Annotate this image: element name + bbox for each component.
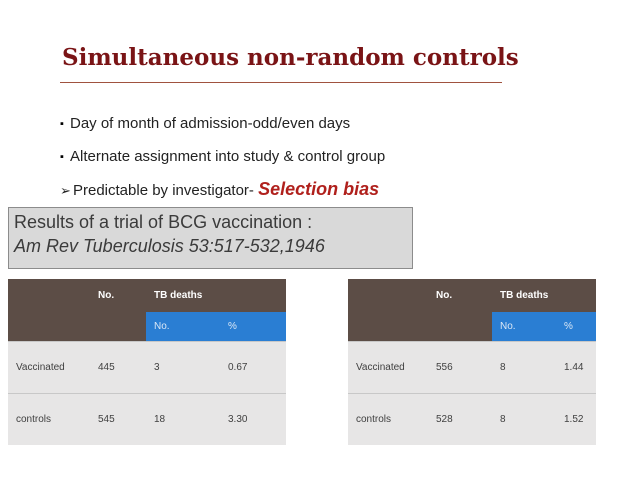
header-tb-deaths: TB deaths: [492, 279, 556, 312]
header-tb-deaths: TB deaths: [146, 279, 220, 312]
selection-bias-emphasis: Selection bias: [258, 179, 380, 199]
row-no: 528: [428, 393, 492, 445]
bcg-table-right: No. TB deaths No. % Vaccinated 556 8 1.4…: [348, 279, 596, 445]
bcg-table-left: No. TB deaths No. % Vaccinated 445 3 0.6…: [8, 279, 286, 445]
bullet-text: Predictable by investigator-: [73, 182, 259, 199]
row-deaths: 3: [146, 341, 220, 394]
table-row: controls 528 8 1.52: [348, 393, 596, 445]
row-no: 445: [90, 341, 146, 394]
subheader-percent: %: [556, 312, 596, 342]
row-percent: 1.44: [556, 341, 596, 394]
bullet-item: ▪ Alternate assignment into study & contr…: [60, 148, 385, 165]
row-deaths: 8: [492, 341, 556, 394]
subheader-cell: [348, 312, 428, 342]
subheader-cell: [90, 312, 146, 342]
row-no: 556: [428, 341, 492, 394]
row-percent: 3.30: [220, 393, 286, 445]
bullet-item: ➢ Predictable by investigator- Selection …: [60, 179, 379, 200]
results-box: Results of a trial of BCG vaccination : …: [8, 207, 413, 269]
row-label: controls: [348, 393, 428, 445]
row-label: Vaccinated: [348, 341, 428, 394]
subheader-cell: [428, 312, 492, 342]
title-underline: [60, 82, 502, 83]
bullet-square-icon: ▪: [60, 118, 64, 130]
bullet-item: ▪ Day of month of admission-odd/even days: [60, 115, 350, 132]
subheader-no: No.: [146, 312, 220, 342]
row-no: 545: [90, 393, 146, 445]
header-cell: [8, 279, 90, 312]
subheader-cell: [8, 312, 90, 342]
header-cell: [556, 279, 596, 312]
table-row: Vaccinated 556 8 1.44: [348, 341, 596, 394]
row-label: Vaccinated: [8, 341, 90, 394]
row-deaths: 18: [146, 393, 220, 445]
arrow-bullet-icon: ➢: [60, 183, 71, 198]
header-cell: [220, 279, 286, 312]
table-row: controls 545 18 3.30: [8, 393, 286, 445]
header-no: No.: [90, 279, 146, 312]
subheader-no: No.: [492, 312, 556, 342]
results-citation: Am Rev Tuberculosis 53:517-532,1946: [14, 236, 325, 256]
slide-title: Simultaneous non-random controls: [62, 44, 519, 71]
results-heading: Results of a trial of BCG vaccination :: [14, 212, 313, 232]
bullet-text: Alternate assignment into study & contro…: [70, 148, 386, 165]
header-no: No.: [428, 279, 492, 312]
row-label: controls: [8, 393, 90, 445]
bullet-square-icon: ▪: [60, 151, 64, 163]
row-percent: 1.52: [556, 393, 596, 445]
header-cell: [348, 279, 428, 312]
bullet-text: Day of month of admission-odd/even days: [70, 115, 351, 132]
subheader-percent: %: [220, 312, 286, 342]
row-deaths: 8: [492, 393, 556, 445]
row-percent: 0.67: [220, 341, 286, 394]
table-row: Vaccinated 445 3 0.67: [8, 341, 286, 394]
